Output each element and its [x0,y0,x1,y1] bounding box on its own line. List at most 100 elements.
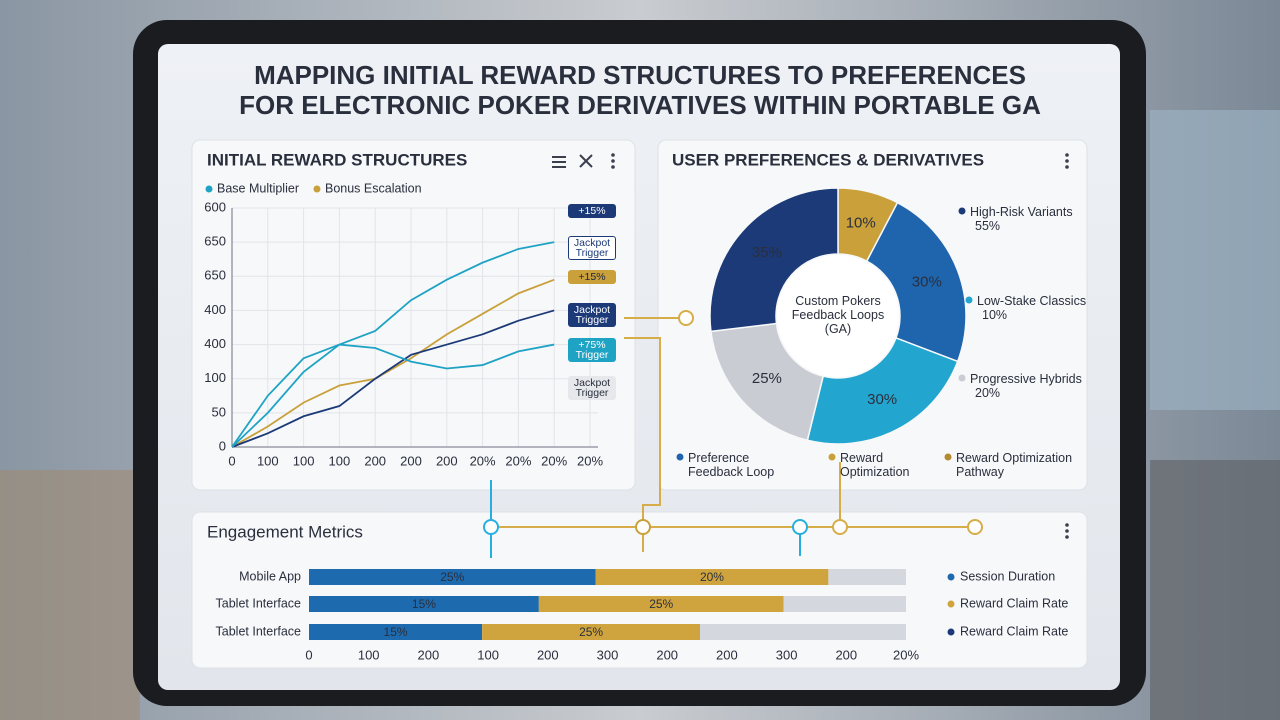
bar-segment [828,569,906,585]
segment-label: 15% [384,625,408,639]
slice-label: 25% [752,370,782,387]
legend-marker [676,453,684,461]
x-tick-label: 20% [505,453,531,468]
connector-node [792,519,808,535]
connectors [483,310,983,558]
panel-icons [552,153,1069,539]
bar-segment [309,569,596,585]
chart-title: USER PREFERENCES & DERIVATIVES [672,150,984,169]
line-series [231,309,555,448]
legend-label: Base Multiplier [217,181,299,195]
menu-icon [552,166,566,168]
menu-icon [552,156,566,158]
x-tick-label: 200 [400,453,422,468]
y-tick-label: 0 [219,438,226,453]
x-tick-label: 20% [470,453,496,468]
x-tick-label: 100 [358,647,380,662]
y-tick-label: 600 [204,199,226,214]
y-tick-label: 650 [204,234,226,249]
slice-label: 30% [912,273,942,290]
legend-marker [958,207,966,215]
line-series [231,278,555,448]
annotation-chip: +75% Trigger [568,338,616,362]
kebab-dot[interactable] [1065,529,1069,533]
legend-marker [958,374,966,382]
legend-detail: 55% [975,219,1001,233]
bar-segment [595,569,829,585]
kebab-dot[interactable] [611,153,615,157]
annotation-chip: Jackpot Trigger [568,303,616,327]
connector-node [635,519,651,535]
x-tick-label: 200 [418,647,440,662]
segment-label: 15% [412,597,436,611]
x-tick-label: 100 [293,453,315,468]
legend-label: Low-Stake Classics [977,294,1087,308]
page-title: FOR ELECTRONIC POKER DERIVATIVES WITHIN … [239,90,1041,120]
legend-marker [944,453,952,461]
x-tick-label: 300 [597,647,619,662]
y-tick-label: 400 [204,302,226,317]
pie-slice [710,322,825,442]
legend-label: Preference Feedback Loop [688,451,775,479]
y-tick-label: Tablet Interface [216,624,302,638]
close-icon[interactable] [579,154,593,168]
kebab-dot[interactable] [611,159,615,163]
x-tick-label: 300 [776,647,798,662]
legend-label: Bonus Escalation [325,181,422,195]
legend-label: Reward Optimization [840,451,910,479]
pie-slice [806,337,959,445]
x-tick-label: 100 [329,453,351,468]
x-tick-label: 200 [364,453,386,468]
slice-label: 10% [846,215,876,232]
segment-label: 25% [440,570,464,584]
legend-detail: 20% [975,386,1001,400]
bar-segment [482,624,701,640]
line-series [231,343,555,448]
kebab-dot[interactable] [1065,523,1069,527]
legend-label: Progressive Hybrids [970,372,1082,386]
legend-detail: 10% [982,308,1008,322]
kebab-dot[interactable] [1065,165,1069,169]
y-tick-label: 650 [204,268,226,283]
slice-label: 35% [752,244,782,261]
legend-marker [205,185,213,193]
y-tick-label: Tablet Interface [216,596,302,610]
connector-node [832,519,848,535]
connector-node [967,519,983,535]
x-tick-label: 200 [436,453,458,468]
x-tick-label: 100 [257,453,279,468]
legend-marker [828,453,836,461]
menu-icon [552,161,566,163]
pie-slice [709,187,839,333]
bar-segment [538,596,784,612]
x-tick-label: 20% [577,453,603,468]
kebab-dot[interactable] [1065,153,1069,157]
bar-segment [309,596,539,612]
legend-marker [313,185,321,193]
annotation-chip: Jackpot Trigger [568,376,616,400]
legend-marker [947,628,955,636]
y-tick-label: 50 [212,404,226,419]
page-title: MAPPING INITIAL REWARD STRUCTURES TO PRE… [254,60,1026,90]
y-tick-label: Mobile App [239,569,301,583]
kebab-dot[interactable] [1065,159,1069,163]
connector-node [483,519,499,535]
slice-label: 30% [867,391,897,408]
chart-title: Engagement Metrics [207,522,363,541]
kebab-dot[interactable] [611,165,615,169]
kebab-dot[interactable] [1065,535,1069,539]
pie-center [777,255,899,377]
chart-title: INITIAL REWARD STRUCTURES [207,150,467,169]
background-window [1150,110,1280,410]
segment-label: 20% [700,570,724,584]
x-tick-label: 200 [716,647,738,662]
bar-segment [700,624,906,640]
annotation-chip: Jackpot Trigger [568,236,616,260]
x-tick-label: 200 [537,647,559,662]
legend-label: Reward Claim Rate [960,596,1068,610]
x-tick-label: 0 [305,647,312,662]
x-tick-label: 100 [477,647,499,662]
legend-label: High-Risk Variants [970,205,1073,219]
